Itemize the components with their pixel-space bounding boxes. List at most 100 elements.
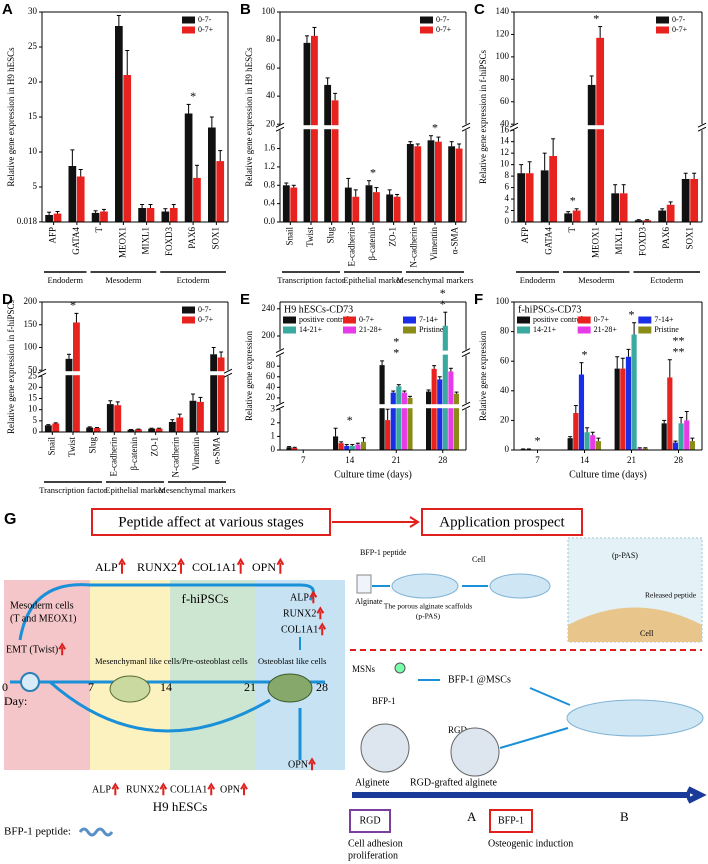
y-tick-label: 6 bbox=[505, 182, 510, 192]
legend-swatch bbox=[182, 16, 195, 24]
legend-swatch bbox=[577, 316, 591, 324]
y-tick-label: 16 bbox=[500, 124, 510, 134]
bar bbox=[161, 211, 170, 222]
break-mark bbox=[461, 122, 471, 132]
bar bbox=[290, 187, 298, 222]
up-arrow bbox=[58, 642, 67, 656]
break-mark bbox=[697, 122, 707, 132]
y-tick-label: 14 bbox=[500, 136, 510, 146]
label: (p-PAS) bbox=[416, 612, 441, 621]
legend-swatch bbox=[283, 326, 296, 334]
application-box bbox=[421, 508, 583, 536]
legend-label: 0-7+ bbox=[594, 315, 610, 324]
bar bbox=[573, 413, 579, 450]
y-tick-label: 30 bbox=[28, 6, 38, 16]
y-tick-label: 100 bbox=[496, 296, 510, 306]
group-label: Epithelial marker bbox=[105, 485, 164, 495]
bar bbox=[681, 178, 690, 222]
y-tick-label: 20 bbox=[266, 118, 276, 128]
significance: * bbox=[593, 11, 599, 25]
panel-letter: G bbox=[4, 511, 16, 528]
bar bbox=[68, 166, 77, 222]
x-tick-label: α-SMA bbox=[450, 227, 460, 255]
y-axis-label: Relative gene expression bbox=[478, 331, 488, 421]
bar bbox=[217, 357, 225, 432]
bar bbox=[614, 368, 620, 450]
bar bbox=[331, 100, 339, 222]
arrow bbox=[332, 516, 420, 528]
bar bbox=[549, 156, 558, 222]
group-label: Mesenchymal markers bbox=[158, 485, 235, 495]
chart-title: H9 hESCs-CD73 bbox=[284, 304, 353, 315]
x-tick-label: ZO-1 bbox=[150, 437, 160, 457]
x-tick-label: SOX1 bbox=[210, 227, 220, 250]
axis-break bbox=[509, 125, 707, 130]
bar bbox=[123, 75, 132, 222]
label: RGD bbox=[359, 815, 380, 826]
bar bbox=[115, 26, 123, 222]
bar bbox=[184, 113, 193, 222]
y-tick-label: 200 bbox=[24, 296, 38, 306]
up-arrow bbox=[309, 590, 318, 604]
label: H9 hESCs bbox=[153, 799, 208, 814]
legend-label: 0-7- bbox=[672, 15, 686, 24]
marker: RUNX2 bbox=[137, 560, 177, 574]
bar bbox=[393, 196, 401, 222]
legend-label: 7-14+ bbox=[654, 315, 674, 324]
stage-band bbox=[4, 580, 90, 770]
day-label: Day: bbox=[4, 694, 27, 708]
significance: ** bbox=[673, 333, 685, 347]
cell bbox=[109, 675, 151, 703]
up-arrow bbox=[236, 557, 245, 574]
label: Alginete bbox=[355, 777, 390, 788]
up-arrow bbox=[118, 557, 126, 574]
group-label: Transcription factor bbox=[277, 275, 345, 285]
y-tick-label: 40 bbox=[266, 381, 276, 391]
bar bbox=[73, 322, 80, 432]
legend-label: 0-7+ bbox=[359, 315, 375, 324]
bar bbox=[324, 84, 332, 223]
vial bbox=[356, 574, 372, 594]
bar bbox=[286, 447, 292, 450]
bar bbox=[448, 371, 454, 450]
significance: * bbox=[629, 307, 635, 321]
label: Mesenchymanl like cells/Pre-osteoblast c… bbox=[95, 656, 248, 666]
y-tick-label: 50 bbox=[28, 364, 38, 374]
bar bbox=[53, 213, 62, 222]
arrow bbox=[529, 687, 571, 706]
bar bbox=[333, 436, 339, 450]
bar bbox=[155, 428, 163, 432]
legend-swatch bbox=[182, 26, 195, 34]
bar bbox=[517, 173, 526, 222]
group-label: Epithelial marker bbox=[343, 275, 402, 285]
bar bbox=[596, 37, 605, 222]
y-tick-label: 0.8 bbox=[264, 179, 276, 189]
legend-label: 0-7- bbox=[436, 15, 450, 24]
y-tick-label: 0.0 bbox=[264, 216, 276, 226]
legend-swatch bbox=[420, 26, 433, 34]
x-tick-label: MEOX1 bbox=[590, 227, 600, 258]
y-axis-label: Relative gene expression bbox=[244, 331, 254, 421]
bar bbox=[91, 212, 100, 222]
up-arrow bbox=[159, 782, 168, 796]
scaffold bbox=[566, 699, 704, 737]
y-tick-label: 150 bbox=[24, 319, 38, 329]
label: MSNs bbox=[352, 664, 376, 674]
bar bbox=[352, 196, 360, 222]
bar bbox=[431, 368, 437, 450]
panel-letter: F bbox=[474, 291, 483, 308]
significance: * bbox=[432, 120, 438, 134]
legend-swatch bbox=[517, 316, 530, 324]
bar bbox=[435, 141, 442, 222]
y-tick-label: 10 bbox=[500, 159, 510, 169]
bar bbox=[590, 435, 596, 450]
arrow bbox=[499, 727, 569, 749]
y-tick-label: 3 bbox=[271, 403, 276, 413]
cell bbox=[267, 673, 313, 703]
x-tick-label: ZO-1 bbox=[388, 227, 398, 247]
marker: COL1A1 bbox=[192, 560, 237, 574]
bar bbox=[176, 417, 184, 432]
up-arrow bbox=[316, 606, 325, 620]
label: (p-PAS) bbox=[612, 551, 638, 560]
y-tick-label: 60 bbox=[266, 371, 276, 381]
